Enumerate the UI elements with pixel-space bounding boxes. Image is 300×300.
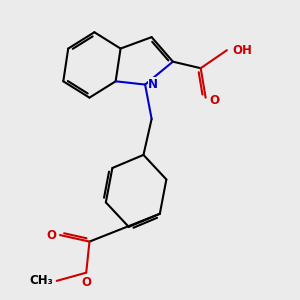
Text: CH₃: CH₃ [30,274,53,287]
Text: O: O [81,276,91,289]
Text: N: N [148,78,158,91]
Text: OH: OH [233,44,253,57]
Text: O: O [209,94,219,107]
Text: O: O [81,276,91,289]
Text: CH₃: CH₃ [30,274,53,287]
Text: O: O [47,229,57,242]
Text: O: O [47,229,57,242]
Text: OH: OH [233,44,253,57]
Text: O: O [209,94,219,107]
Text: N: N [148,78,158,91]
